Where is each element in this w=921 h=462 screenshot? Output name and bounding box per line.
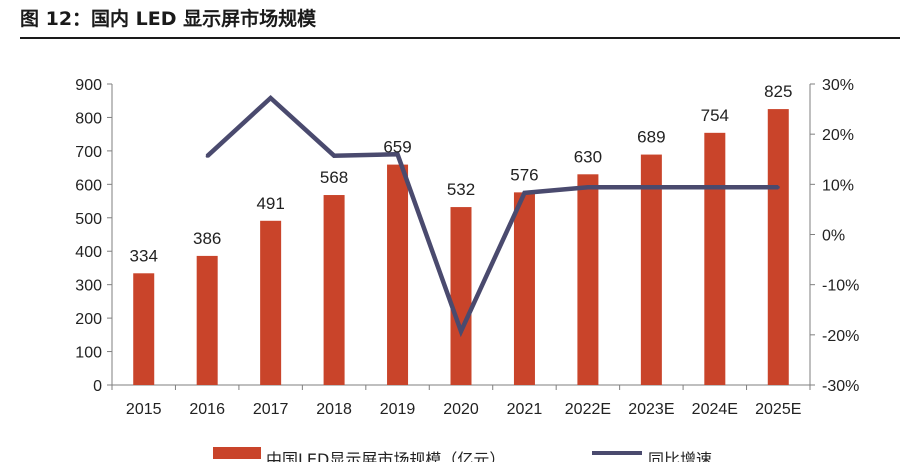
- legend: 中国LED显示屏市场规模（亿元） 同比增速: [213, 447, 712, 462]
- left-y-tick-label: 400: [75, 244, 102, 261]
- bar-value-label: 659: [383, 138, 411, 157]
- chart-axes: 0 100 200 300 400 500 600 700 800 900 -30% -20% -10%…: [75, 77, 859, 418]
- growth-point-2017: [269, 96, 273, 100]
- bar-2017: [260, 220, 282, 385]
- right-y-tick-label: -20%: [822, 328, 859, 345]
- bar-2025E: [767, 109, 789, 385]
- bar-value-label: 576: [510, 165, 538, 184]
- bar-value-label: 568: [320, 168, 348, 187]
- legend-bar-swatch: [213, 447, 261, 459]
- left-y-tick-label: 800: [75, 110, 102, 127]
- x-tick-label: 2025E: [755, 401, 801, 418]
- bar-2016: [196, 255, 218, 385]
- data-labels: 334 386 491 568 659 532 576 630 689 754 825: [130, 82, 793, 265]
- bar-2020: [450, 207, 472, 385]
- figure-title: 图 12：国内 LED 显示屏市场规模: [20, 8, 317, 30]
- growth-rate-line: [205, 94, 779, 338]
- legend-bar-label: 中国LED显示屏市场规模（亿元）: [266, 450, 505, 462]
- x-tick-label: 2016: [189, 401, 225, 418]
- bar-value-label: 532: [447, 180, 475, 199]
- bar-2024E: [704, 132, 726, 385]
- right-y-tick-label: 30%: [822, 77, 854, 94]
- bar-2022E: [577, 174, 599, 385]
- growth-point-2016: [205, 154, 209, 158]
- x-tick-label: 2019: [380, 401, 416, 418]
- x-tick-label: 2024E: [692, 401, 738, 418]
- growth-point-2022E: [586, 185, 590, 189]
- bar-value-label: 825: [764, 82, 792, 101]
- bar-2015: [133, 273, 155, 385]
- line-series: [205, 94, 780, 338]
- bar-2021: [513, 192, 535, 385]
- left-y-tick-label: 100: [75, 345, 102, 362]
- bar-series: [133, 109, 789, 385]
- bar-value-label: 754: [701, 106, 729, 125]
- left-y-tick-label: 200: [75, 311, 102, 328]
- bar-2023E: [640, 154, 662, 385]
- left-y-tick-label: 700: [75, 144, 102, 161]
- right-y-tick-label: 20%: [822, 127, 854, 144]
- x-tick-label: 2020: [443, 401, 479, 418]
- x-tick-label: 2023E: [628, 401, 674, 418]
- right-y-tick-label: 0%: [822, 228, 845, 245]
- growth-point-2025E: [776, 185, 780, 189]
- right-y-tick-label: -30%: [822, 378, 859, 395]
- left-y-tick-label: 0: [93, 378, 102, 395]
- bar-value-label: 689: [637, 128, 665, 147]
- growth-point-2023E: [649, 185, 653, 189]
- growth-point-2018: [332, 154, 336, 158]
- right-y-tick-label: -10%: [822, 278, 859, 295]
- bar-value-label: 386: [193, 229, 221, 248]
- right-y-tick-label: 10%: [822, 177, 854, 194]
- bar-value-label: 630: [574, 147, 602, 166]
- bar-2019: [387, 164, 409, 385]
- title-divider: [20, 37, 900, 39]
- left-y-tick-label: 500: [75, 211, 102, 228]
- growth-point-2024E: [713, 185, 717, 189]
- bar-value-label: 491: [256, 194, 284, 213]
- x-tick-label: 2022E: [565, 401, 611, 418]
- x-tick-label: 2018: [316, 401, 352, 418]
- x-tick-label: 2017: [253, 401, 289, 418]
- left-y-tick-label: 900: [75, 77, 102, 94]
- x-tick-label: 2021: [507, 401, 543, 418]
- growth-point-2019: [396, 152, 400, 156]
- bar-2018: [323, 195, 345, 385]
- growth-point-2020: [459, 329, 463, 333]
- growth-point-2021: [522, 191, 526, 195]
- x-tick-label: 2015: [126, 401, 162, 418]
- left-y-tick-label: 300: [75, 278, 102, 295]
- left-y-tick-label: 600: [75, 177, 102, 194]
- legend-line-label: 同比增速: [648, 450, 712, 462]
- bar-value-label: 334: [130, 246, 158, 265]
